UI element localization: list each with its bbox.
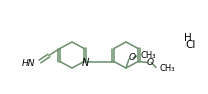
- Text: O: O: [147, 58, 154, 67]
- Text: H: H: [184, 33, 192, 43]
- Text: Cl: Cl: [186, 40, 196, 50]
- Text: CH₃: CH₃: [159, 64, 175, 73]
- Text: O: O: [128, 53, 136, 63]
- Text: N: N: [82, 58, 89, 68]
- Text: HN: HN: [21, 60, 35, 69]
- Text: CH₃: CH₃: [141, 52, 156, 61]
